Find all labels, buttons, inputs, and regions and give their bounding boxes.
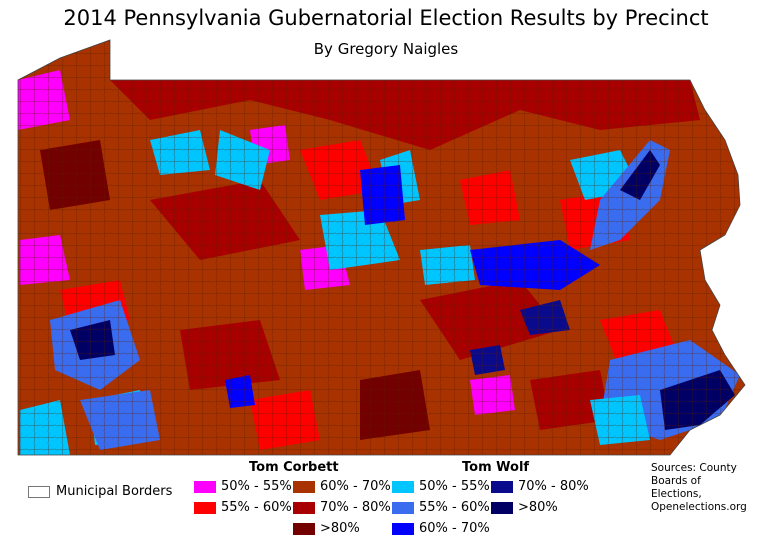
legend-wolf-80-plus: >80% [491, 500, 558, 515]
legend-label: 50% - 55% [221, 479, 292, 494]
legend-corbett-55-60: 55% - 60% [194, 500, 292, 515]
legend-label: 70% - 80% [518, 479, 589, 494]
legend-swatch [293, 501, 315, 514]
state-border [17, 39, 746, 456]
legend-label: 50% - 55% [419, 479, 490, 494]
legend-corbett-70-80: 70% - 80% [293, 500, 391, 515]
legend-swatch [491, 480, 513, 493]
legend-label: >80% [518, 500, 558, 515]
map-title: 2014 Pennsylvania Gubernatorial Election… [63, 6, 709, 30]
legend-wolf-50-55: 50% - 55% [392, 479, 490, 494]
legend-label: 60% - 70% [320, 479, 391, 494]
municipal-border-swatch [28, 485, 50, 498]
legend-label: 70% - 80% [320, 500, 391, 515]
legend-wolf-70-80: 70% - 80% [491, 479, 589, 494]
legend-municipal-borders: Municipal Borders [28, 484, 172, 499]
legend-swatch [392, 522, 414, 535]
legend-corbett-heading: Tom Corbett [249, 460, 339, 475]
legend-swatch [293, 480, 315, 493]
legend-label: 55% - 60% [221, 500, 292, 515]
municipal-border-label: Municipal Borders [56, 484, 173, 499]
sources-note: Sources: County Boards of Elections, Ope… [651, 462, 747, 513]
legend-label: 60% - 70% [419, 521, 490, 536]
legend-swatch [392, 480, 414, 493]
legend-swatch [194, 480, 216, 493]
legend-swatch [491, 501, 513, 514]
legend-swatch [293, 522, 315, 535]
legend-corbett-50-55: 50% - 55% [194, 479, 292, 494]
legend-wolf-heading: Tom Wolf [462, 460, 530, 475]
legend-swatch [392, 501, 414, 514]
legend-wolf-55-60: 55% - 60% [392, 500, 490, 515]
legend-corbett-80-plus: >80% [293, 521, 360, 536]
legend-corbett-60-70: 60% - 70% [293, 479, 391, 494]
legend-swatch [194, 501, 216, 514]
legend-wolf-60-70: 60% - 70% [392, 521, 490, 536]
map-subtitle: By Gregory Naigles [313, 40, 459, 58]
legend-label: 55% - 60% [419, 500, 490, 515]
legend-label: >80% [320, 521, 360, 536]
